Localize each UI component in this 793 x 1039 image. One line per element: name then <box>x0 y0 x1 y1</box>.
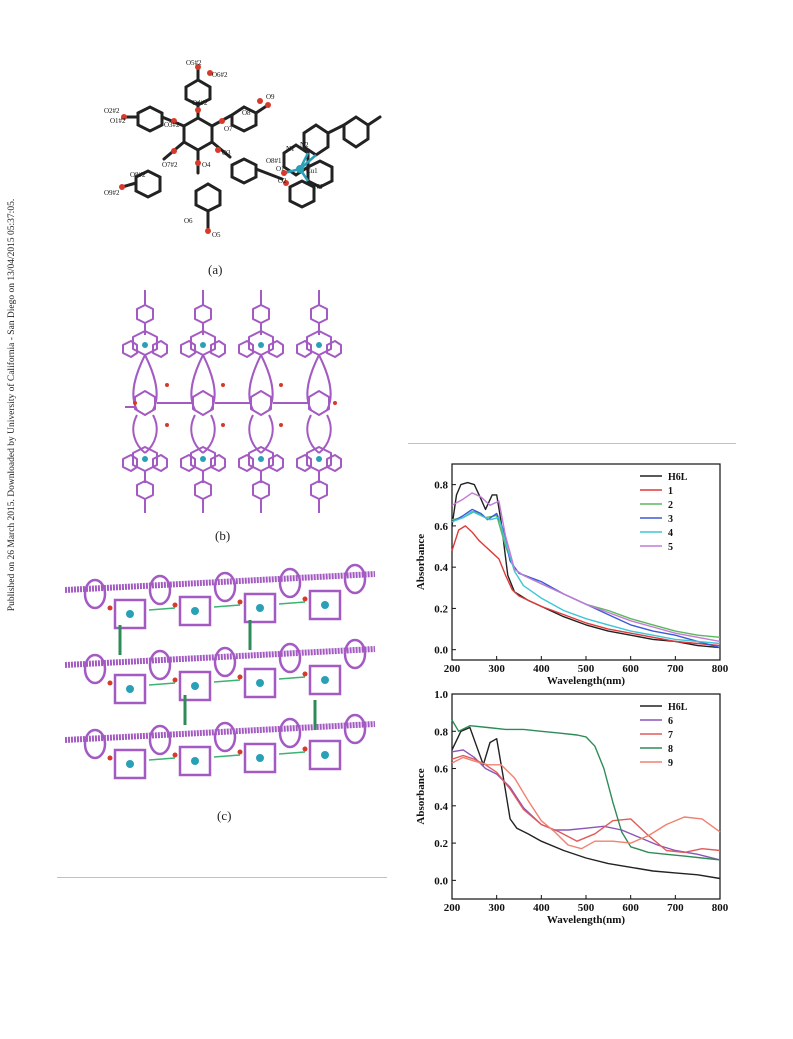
caption-b: (b) <box>215 528 231 543</box>
x-tick-label: 300 <box>488 663 505 675</box>
legend-label: 1 <box>668 486 673 497</box>
series-line-5 <box>451 492 721 643</box>
x-tick-label: 400 <box>533 902 550 914</box>
x-tick-label: 600 <box>622 663 639 675</box>
y-tick-label: 0.0 <box>434 645 448 657</box>
x-tick-label: 500 <box>578 663 595 675</box>
svg-text:O3#2: O3#2 <box>164 121 180 129</box>
x-tick-label: 800 <box>712 902 729 914</box>
x-tick-label: 200 <box>444 663 461 675</box>
figure-b-network <box>122 289 342 514</box>
series-line-4 <box>451 756 721 850</box>
y-tick-label: 0.2 <box>434 603 448 615</box>
y-tick-label: 0.4 <box>434 562 448 574</box>
series-line-4 <box>451 510 721 645</box>
legend-label: H6L <box>668 472 688 483</box>
caption-a: (a) <box>208 262 223 277</box>
figure-a-molecule: O5#2 O6#2 O2#2 O1#2 O3#2 O4#2 O9 O8 O7 N1 N2 O… <box>104 59 382 239</box>
y-tick-label: 0.6 <box>434 764 448 776</box>
x-tick-label: 400 <box>533 663 550 675</box>
series-line-1 <box>451 749 721 861</box>
svg-text:O1: O1 <box>276 165 285 173</box>
rule-right <box>408 443 736 444</box>
svg-text:O1#2: O1#2 <box>110 117 126 125</box>
rule-left <box>57 877 387 878</box>
y-tick-label: 0.8 <box>434 726 448 738</box>
series-line-0 <box>451 726 721 880</box>
svg-text:O4#2: O4#2 <box>192 99 208 107</box>
uv-vis-chart-1: 200 300 400 500 600 700 800 0.0 0.2 0.4 0.6 0.8 Wave… <box>415 463 729 687</box>
legend-label: 8 <box>668 744 673 755</box>
y-tick-label: 0.6 <box>434 521 448 533</box>
series-line-2 <box>451 754 721 854</box>
x-tick-label: 700 <box>667 902 684 914</box>
y-tick-label: 0.2 <box>434 838 448 850</box>
svg-text:O6: O6 <box>184 217 193 225</box>
svg-text:O5#2: O5#2 <box>186 59 202 67</box>
y-tick-label: 0.8 <box>434 480 448 492</box>
x-axis-label: Wavelength(nm) <box>547 675 626 687</box>
y-axis-label: Absorbance <box>415 768 427 824</box>
plot-frame <box>451 693 721 900</box>
x-tick-label: 500 <box>578 902 595 914</box>
svg-text:O3: O3 <box>222 149 231 157</box>
svg-text:O5: O5 <box>212 231 221 239</box>
legend-label: 3 <box>668 514 673 525</box>
svg-text:O7: O7 <box>224 125 233 133</box>
legend-label: 6 <box>668 716 673 727</box>
figure-c-packing <box>65 560 385 805</box>
series-line-3 <box>451 719 721 861</box>
x-tick-label: 800 <box>712 663 729 675</box>
download-note: Published on 26 March 2015. Downloaded b… <box>4 170 20 640</box>
legend-label: 4 <box>668 528 673 539</box>
legend-label: 9 <box>668 758 673 769</box>
svg-text:O9: O9 <box>266 93 275 101</box>
y-tick-label: 0.0 <box>434 875 448 887</box>
plot-frame <box>451 463 721 661</box>
series-line-3 <box>451 508 721 649</box>
svg-text:O4: O4 <box>202 161 211 169</box>
x-tick-label: 700 <box>667 663 684 675</box>
x-axis-label: Wavelength(nm) <box>547 914 626 926</box>
legend-label: 5 <box>668 542 673 553</box>
svg-text:O8#2: O8#2 <box>130 171 146 179</box>
y-tick-label: 0.4 <box>434 801 448 813</box>
svg-text:O7#2: O7#2 <box>162 161 178 169</box>
svg-text:O9#2: O9#2 <box>104 189 120 197</box>
svg-text:Cu1: Cu1 <box>306 167 318 175</box>
legend-label: H6L <box>668 702 688 713</box>
y-tick-label: 1.0 <box>434 689 448 701</box>
svg-text:N3: N3 <box>314 183 323 191</box>
svg-text:O2: O2 <box>278 177 287 185</box>
svg-text:N1: N1 <box>286 145 295 153</box>
legend-label: 2 <box>668 500 673 511</box>
svg-text:N2: N2 <box>300 141 309 149</box>
download-note-text: Published on 26 March 2015. Downloaded b… <box>7 198 17 612</box>
svg-text:O6#2: O6#2 <box>212 71 228 79</box>
series-line-0 <box>451 481 721 649</box>
x-tick-label: 200 <box>444 902 461 914</box>
uv-vis-chart-2: 200 300 400 500 600 700 800 0.0 0.2 0.4 0.6 0.8 1.0 W… <box>415 689 729 926</box>
y-axis-label: Absorbance <box>415 534 427 590</box>
series-line-1 <box>451 525 721 647</box>
svg-text:O8: O8 <box>242 109 251 117</box>
svg-text:O8#1: O8#1 <box>266 157 282 165</box>
svg-text:O2#2: O2#2 <box>104 107 120 115</box>
caption-c: (c) <box>217 808 232 823</box>
x-tick-label: 300 <box>488 902 505 914</box>
legend-label: 7 <box>668 730 673 741</box>
x-tick-label: 600 <box>622 902 639 914</box>
